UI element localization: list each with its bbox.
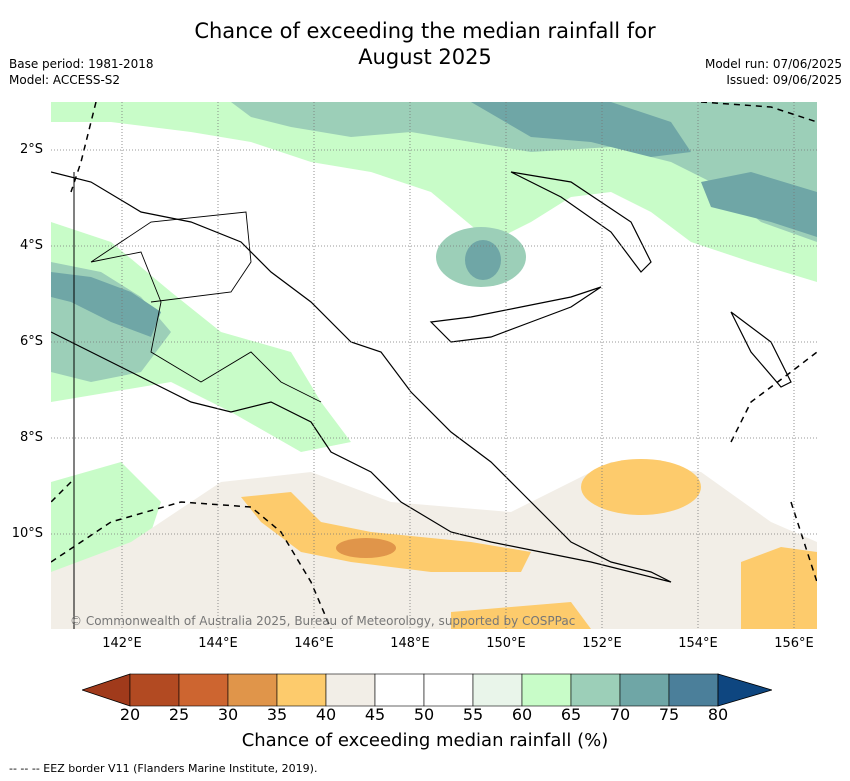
eez-border-se: [790, 501, 817, 583]
eez-border-east: [730, 351, 817, 443]
eez-border-ne: [700, 102, 817, 123]
colorbar-tick: 65: [560, 705, 582, 724]
colorbar: [82, 673, 772, 707]
new-britain-coast: [429, 286, 602, 343]
lat-label: 6°S: [19, 334, 43, 349]
wet-region-north-75: [471, 102, 691, 157]
dry-region-35c: [741, 547, 817, 629]
colorbar-tick: 70: [609, 705, 631, 724]
copyright-notice: © Commonwealth of Australia 2025, Bureau…: [70, 614, 576, 628]
colorbar-low-arrow: [82, 673, 131, 707]
lon-label: 152°E: [582, 636, 622, 651]
wet-region-west: [51, 222, 351, 452]
colorbar-tick: 30: [217, 705, 239, 724]
map-panel: [51, 102, 817, 629]
dry-region-30: [336, 538, 396, 558]
colorbar-tick: 50: [413, 705, 435, 724]
colorbar-tick: 20: [119, 705, 141, 724]
model-run: Model run: 07/06/2025: [704, 57, 842, 71]
rainfall-map: [51, 102, 817, 629]
eez-border-west: [51, 481, 72, 503]
colorbar-segment: [668, 673, 719, 707]
wet-blob-central-core: [465, 240, 501, 280]
colorbar-label: Chance of exceeding median rainfall (%): [241, 730, 609, 751]
colorbar-segment: [423, 673, 474, 707]
map-title: Chance of exceeding the median rainfall …: [0, 18, 850, 70]
grid-lines: [51, 102, 817, 629]
colorbar-tick: 45: [364, 705, 386, 724]
model-name: Model: ACCESS-S2: [9, 73, 121, 87]
eez-border-north: [70, 102, 97, 193]
eez-footnote: -- -- -- EEZ border V11 (Flanders Marine…: [9, 762, 318, 775]
colorbar-tick: 75: [658, 705, 680, 724]
colorbar-segment: [178, 673, 229, 707]
meta-right: Model run: 07/06/2025 Issued: 09/06/2025: [705, 56, 842, 88]
colorbar-segment: [472, 673, 523, 707]
lat-label: 4°S: [19, 238, 43, 253]
colorbar-segment: [129, 673, 180, 707]
title-line-1: Chance of exceeding the median rainfall …: [194, 19, 656, 43]
bougainville-coast: [730, 311, 792, 388]
colorbar-tick: 40: [315, 705, 337, 724]
colorbar-tick: 80: [707, 705, 729, 724]
colorbar-segment: [570, 673, 621, 707]
colorbar-tick: 25: [168, 705, 190, 724]
new-guinea-coast: [51, 171, 672, 583]
dry-region-35d: [451, 602, 591, 629]
eez-border-south: [51, 501, 332, 629]
dry-region-35b: [581, 459, 701, 515]
dry-region-35a: [241, 492, 531, 572]
lon-label: 144°E: [198, 636, 238, 651]
colorbar-segment: [374, 673, 425, 707]
base-period: Base period: 1981-2018: [9, 57, 154, 71]
colorbar-high-arrow: [717, 673, 772, 707]
new-ireland-coast: [510, 171, 652, 273]
lon-label: 156°E: [774, 636, 814, 651]
lon-label: 150°E: [486, 636, 526, 651]
lat-label: 10°S: [11, 526, 43, 541]
title-line-2: August 2025: [358, 45, 492, 69]
colorbar-tick: 60: [511, 705, 533, 724]
lon-label: 148°E: [390, 636, 430, 651]
colorbar-segment: [227, 673, 278, 707]
lon-label: 154°E: [678, 636, 718, 651]
colorbar-segment: [521, 673, 572, 707]
colorbar-tick: 35: [266, 705, 288, 724]
lat-label: 8°S: [19, 430, 43, 445]
issued-date: Issued: 09/06/2025: [726, 73, 842, 87]
wet-region-west-75: [51, 272, 161, 337]
lon-label: 142°E: [102, 636, 142, 651]
colorbar-segment: [325, 673, 376, 707]
colorbar-segment: [619, 673, 670, 707]
lat-label: 2°S: [19, 142, 43, 157]
lon-label: 146°E: [294, 636, 334, 651]
meta-left: Base period: 1981-2018 Model: ACCESS-S2: [9, 56, 154, 88]
colorbar-segment: [276, 673, 327, 707]
wet-region-east-75: [701, 172, 817, 237]
colorbar-tick: 55: [462, 705, 484, 724]
province-borders: [90, 211, 322, 403]
